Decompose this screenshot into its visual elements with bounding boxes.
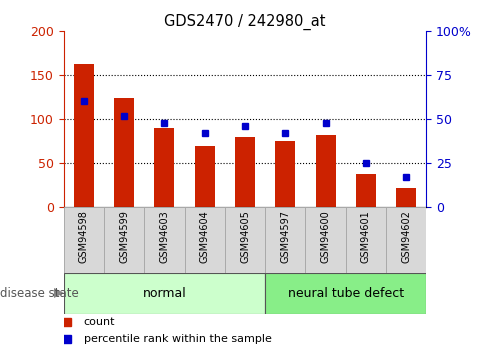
Text: GSM94602: GSM94602 [401,210,411,263]
Text: GSM94601: GSM94601 [361,210,371,263]
Bar [185,207,225,273]
Bar [265,273,426,314]
Bar [356,175,376,207]
Bar [396,188,416,207]
Text: disease state: disease state [0,287,79,300]
Text: normal: normal [143,287,186,300]
Bar [235,138,255,207]
Text: percentile rank within the sample: percentile rank within the sample [84,334,271,344]
Text: GSM94605: GSM94605 [240,210,250,263]
Text: GSM94599: GSM94599 [119,210,129,263]
Text: GSM94604: GSM94604 [200,210,210,263]
Text: GSM94598: GSM94598 [79,210,89,263]
Bar [305,207,346,273]
Text: GDS2470 / 242980_at: GDS2470 / 242980_at [164,14,326,30]
Bar [74,63,94,207]
Bar [275,141,295,207]
Bar [64,207,104,273]
Bar [265,207,305,273]
Bar [154,128,174,207]
Bar [346,207,386,273]
Text: neural tube defect: neural tube defect [288,287,404,300]
Text: GSM94603: GSM94603 [159,210,170,263]
Bar [316,135,336,207]
Bar [225,207,265,273]
Text: GSM94600: GSM94600 [320,210,331,263]
Text: GSM94597: GSM94597 [280,210,290,263]
Text: count: count [84,317,115,327]
Bar [144,207,185,273]
Bar [386,207,426,273]
Bar [195,146,215,207]
Bar [104,207,144,273]
Bar [114,98,134,207]
Bar [64,273,265,314]
